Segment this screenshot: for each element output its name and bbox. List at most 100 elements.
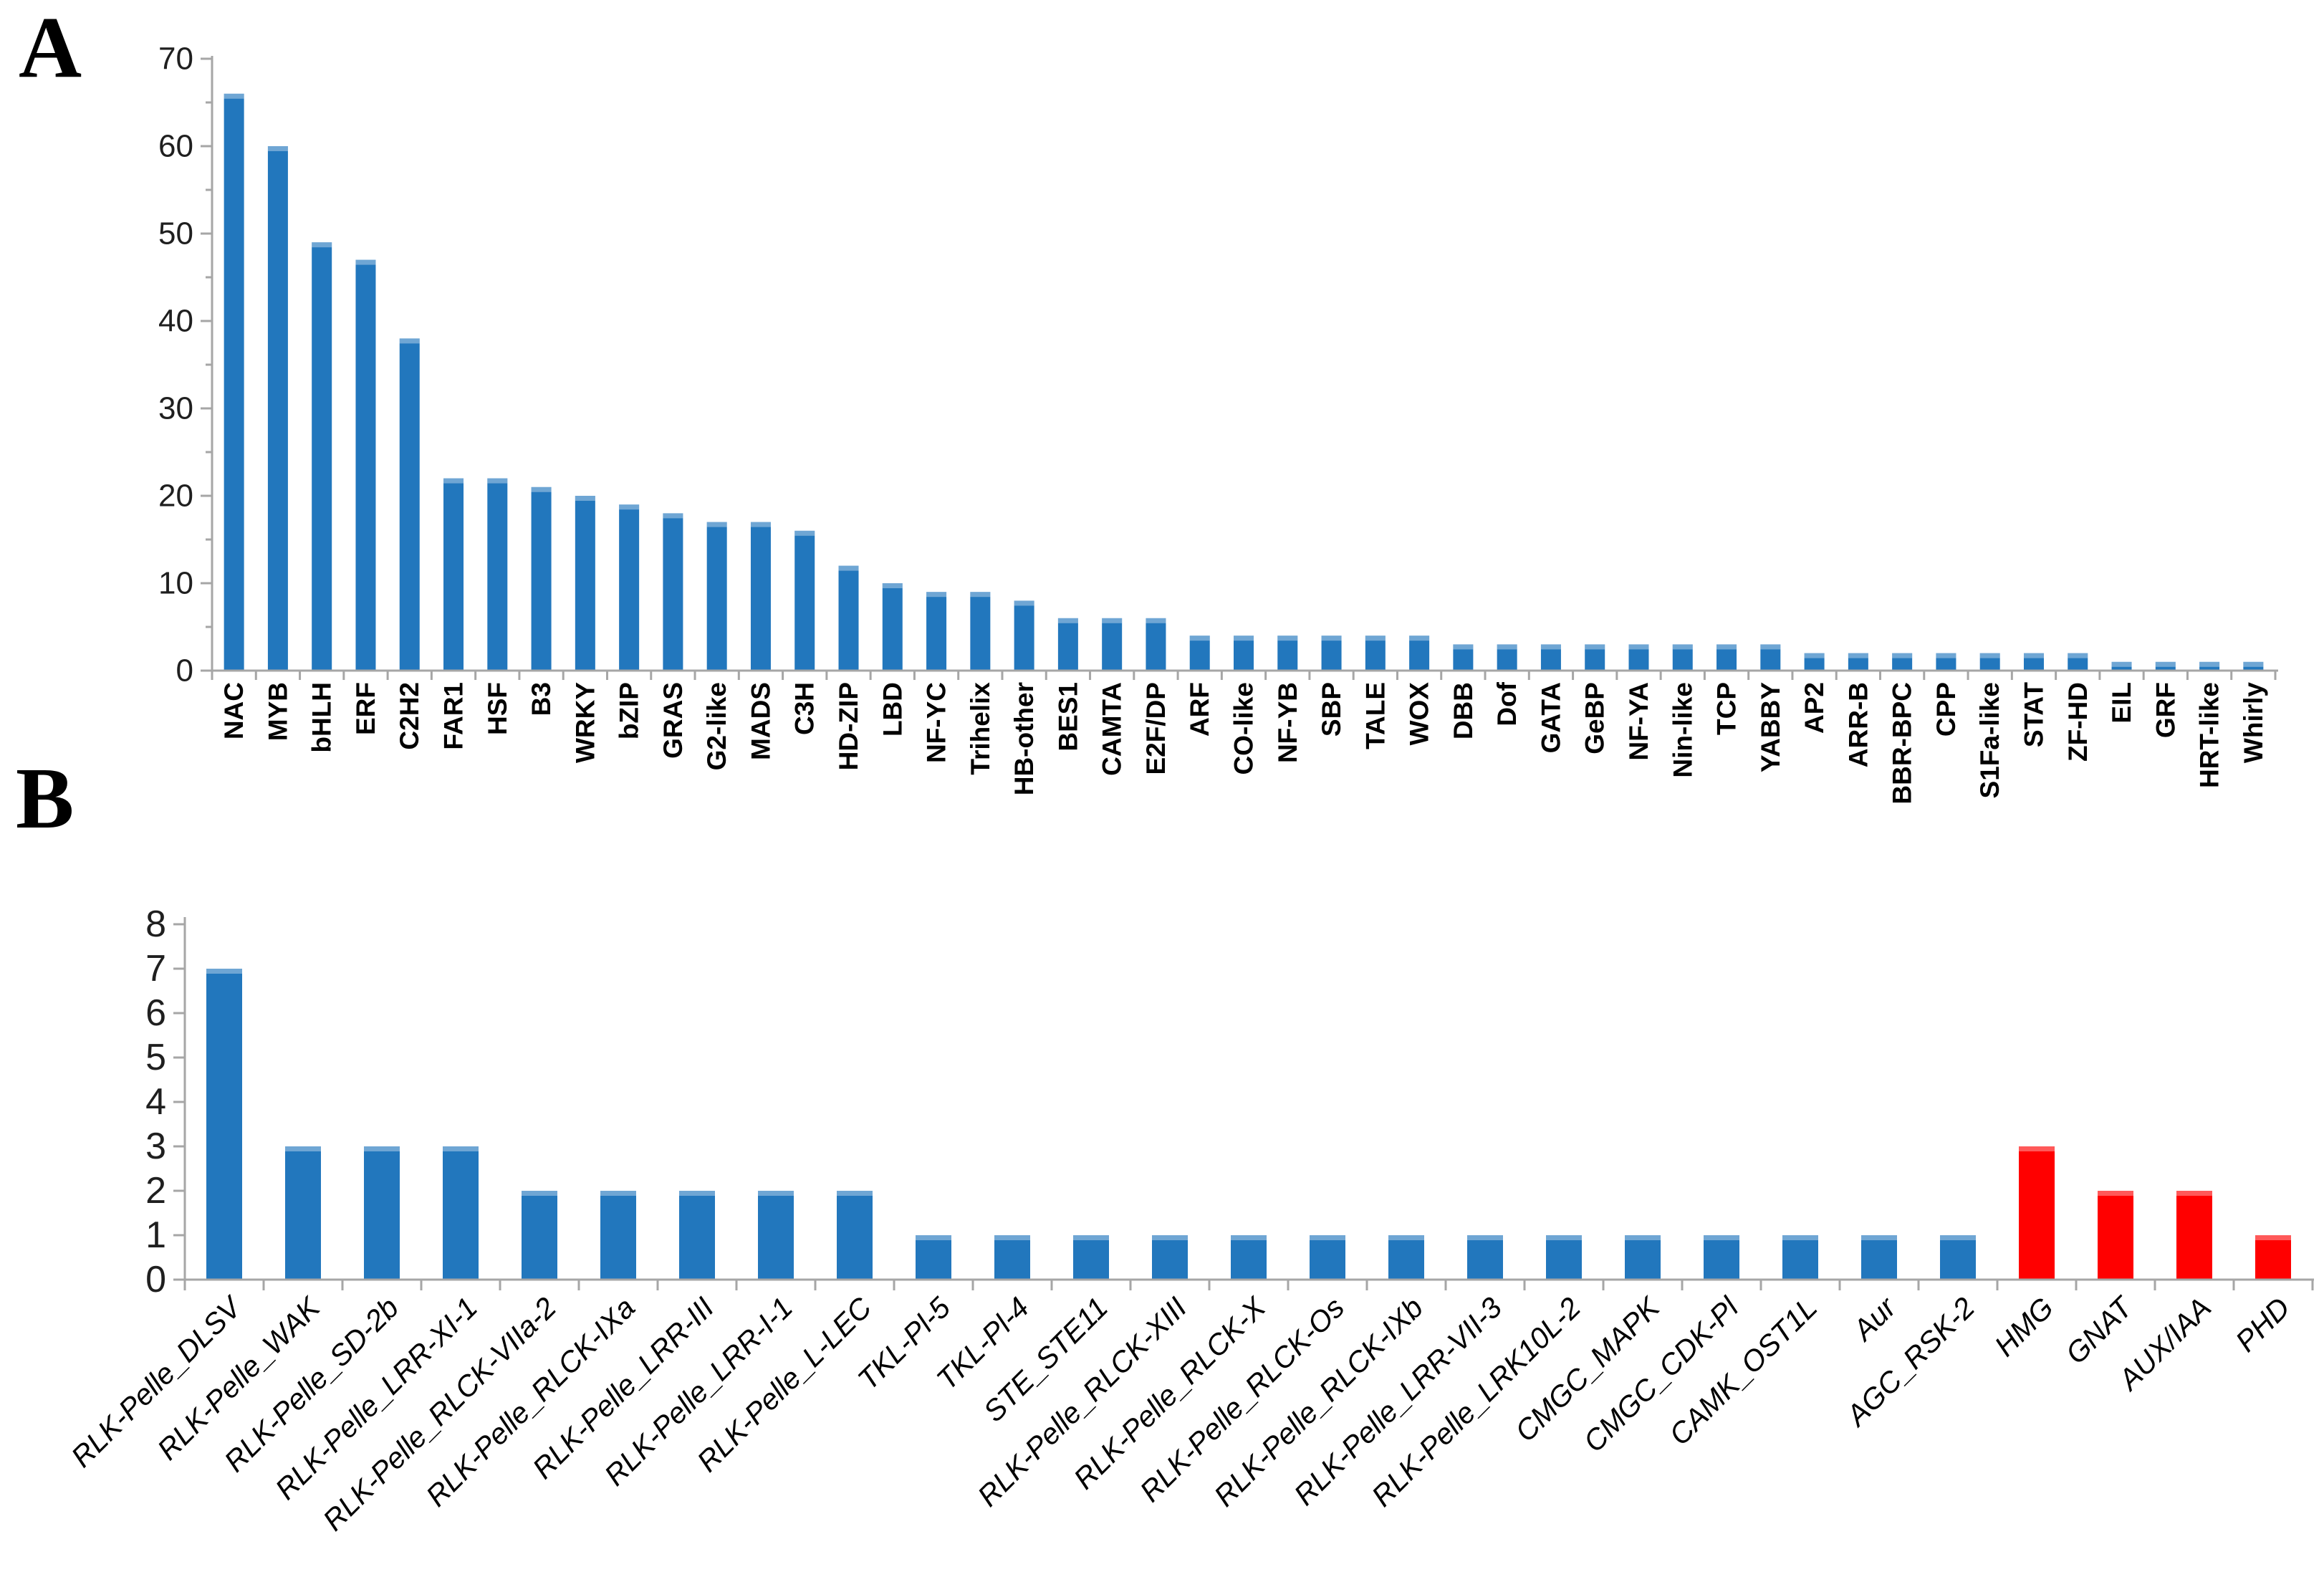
bar-CAMK_OST1L: [1782, 1235, 1818, 1280]
panel-a-letter: A: [19, 0, 82, 96]
bar-top-highlight: [970, 592, 991, 598]
bar-C3H: [794, 530, 815, 671]
x-label-HB-other: HB-other: [1009, 682, 1039, 795]
bar-GRF: [2155, 661, 2176, 671]
bar-top-highlight: [2023, 653, 2044, 658]
bar-YABBY: [1760, 644, 1781, 671]
bar-SBP: [1321, 636, 1342, 671]
x-label-B3: B3: [527, 682, 556, 716]
bar-TALE: [1365, 636, 1386, 671]
bar-NF-YB: [1277, 636, 1298, 671]
bar-top-highlight: [600, 1191, 636, 1196]
bar-top-highlight: [758, 1191, 794, 1196]
bar-Dof: [1497, 644, 1517, 671]
bar-CO-like: [1234, 636, 1254, 671]
x-label-E2F/DP: E2F/DP: [1141, 682, 1171, 775]
y-tick-label: 0: [145, 1259, 166, 1300]
y-tick-label: 3: [145, 1126, 166, 1167]
y-tick-label: 7: [145, 948, 166, 989]
bar-TKL-Pl-4: [994, 1235, 1030, 1280]
x-label-Aur: Aur: [1845, 1290, 1903, 1348]
bar-MYB: [267, 146, 288, 671]
bar-top-highlight: [1189, 636, 1210, 641]
bar-PHD: [2255, 1235, 2291, 1280]
bar-WRKY: [575, 496, 595, 671]
x-label-HRT-like: HRT-like: [2195, 682, 2224, 788]
bar-BBR-BPC: [1892, 653, 1913, 671]
y-tick-label: 4: [145, 1081, 166, 1123]
bar-top-highlight: [1453, 644, 1474, 650]
bar-top-highlight: [487, 478, 508, 484]
bar-BES1: [1057, 618, 1078, 671]
bar-top-highlight: [2176, 1191, 2212, 1196]
bar-top-highlight: [1760, 644, 1781, 650]
bar-C2H2: [399, 338, 420, 671]
bar-top-highlight: [838, 565, 859, 571]
bar-top-highlight: [285, 1146, 321, 1151]
bar-top-highlight: [916, 1235, 951, 1240]
x-label-ARR-B: ARR-B: [1843, 682, 1873, 767]
bar-top-highlight: [2019, 1146, 2055, 1151]
bar-bZIP: [619, 504, 640, 671]
bar-RLK-Pelle_WAK: [285, 1146, 321, 1280]
bar-top-highlight: [522, 1191, 557, 1196]
bar-top-highlight: [750, 522, 771, 527]
bar-RLK-Pelle_L-LEC: [837, 1191, 873, 1280]
bar-top-highlight: [2068, 653, 2088, 658]
bar-top-highlight: [1231, 1235, 1267, 1240]
bar-top-highlight: [1310, 1235, 1345, 1240]
x-label-NF-YC: NF-YC: [922, 682, 951, 763]
bar-HRT-like: [2199, 661, 2220, 671]
bar-top-highlight: [1804, 653, 1825, 658]
bar-HB-other: [1014, 600, 1034, 671]
bar-Nin-like: [1672, 644, 1693, 671]
bar-top-highlight: [1409, 636, 1430, 641]
bar-NF-YA: [1628, 644, 1649, 671]
bar-top-highlight: [2098, 1191, 2133, 1196]
bar-top-highlight: [2155, 661, 2176, 667]
bar-top-highlight: [312, 242, 332, 248]
bar-RLK-Pelle_RLCK-IXa: [600, 1191, 636, 1280]
bar-AGC_RSK-2: [1940, 1235, 1976, 1280]
x-label-ERF: ERF: [351, 682, 380, 735]
bar-CAMTA: [1102, 618, 1123, 671]
x-label-Whirly: Whirly: [2239, 682, 2268, 763]
bar-top-highlight: [1546, 1235, 1582, 1240]
bar-top-highlight: [794, 530, 815, 536]
bar-RLK-Pelle_RLCK-Os: [1310, 1235, 1345, 1280]
bar-top-highlight: [1014, 600, 1034, 606]
bar-top-highlight: [1467, 1235, 1503, 1240]
bar-top-highlight: [1704, 1235, 1739, 1240]
x-label-CO-like: CO-like: [1229, 682, 1259, 775]
x-label-Dof: Dof: [1492, 681, 1522, 726]
bar-RLK-Pelle_RLCK-VIIa-2: [522, 1191, 557, 1280]
panel-b-chart: RLK-Pelle_DLSVRLK-Pelle_WAKRLK-Pelle_SD-…: [64, 903, 2314, 1537]
bar-top-highlight: [443, 478, 464, 484]
x-label-CAMTA: CAMTA: [1098, 682, 1127, 776]
bar-RLK-Pelle_LRR-XI-1: [443, 1146, 479, 1280]
x-label-FAR1: FAR1: [439, 682, 469, 750]
bar-RLK-Pelle_DLSV: [206, 969, 242, 1280]
y-tick-label: 1: [145, 1214, 166, 1256]
bar-top-highlight: [206, 969, 242, 974]
bar-top-highlight: [1940, 1235, 1976, 1240]
bar-top-highlight: [1716, 644, 1737, 650]
x-label-bZIP: bZIP: [615, 682, 644, 739]
bar-CMGC_MAPK: [1625, 1235, 1661, 1280]
bar-top-highlight: [2199, 661, 2220, 667]
x-label-PHD: PHD: [2229, 1291, 2297, 1358]
x-label-HSF: HSF: [483, 682, 512, 735]
y-tick-label: 40: [158, 304, 193, 339]
x-label-Nin-like: Nin-like: [1668, 682, 1697, 778]
bar-top-highlight: [1672, 644, 1693, 650]
bar-HSF: [487, 478, 508, 671]
bar-top-highlight: [1146, 618, 1166, 623]
bar-Whirly: [2243, 661, 2264, 671]
bar-S1Fa-like: [1979, 653, 2000, 671]
bar-LBD: [882, 583, 903, 671]
bar-GeBP: [1585, 644, 1605, 671]
x-label-G2-like: G2-like: [702, 682, 731, 770]
bar-ERF: [355, 259, 376, 671]
bar-top-highlight: [531, 486, 552, 492]
